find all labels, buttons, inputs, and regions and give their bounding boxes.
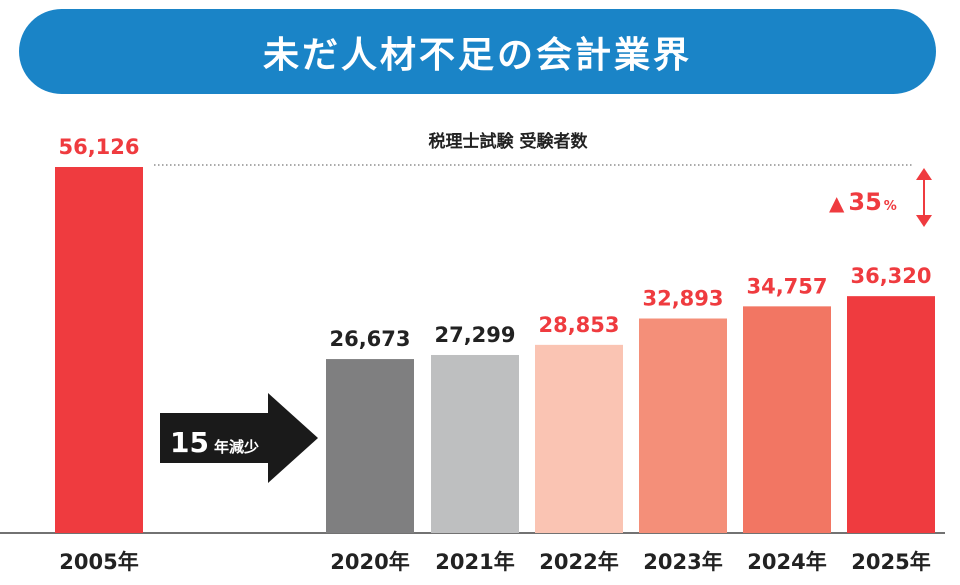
category-label: 2020年 [330,550,409,574]
data-label: 32,893 [642,287,723,311]
arrow-up-icon [916,168,932,180]
decrease-annotation: 15 年減少 [160,393,318,483]
data-label: 28,853 [538,313,619,337]
category-label: 2024年 [747,550,826,574]
svg-text:▲35%: ▲ 35% [829,188,897,216]
decrease-unit: 年減少 [214,438,259,456]
bar [431,354,519,533]
decrease-number: 15 [170,426,209,459]
increase-value: 35 [848,188,881,216]
bar [639,318,727,533]
data-label: 27,299 [434,323,515,347]
category-label: 2023年 [643,550,722,574]
category-label: 2005年 [59,550,138,574]
chart-subtitle: 税理士試験 受験者数 [429,131,589,152]
bar [847,296,935,533]
data-label: 36,320 [850,264,931,288]
increase-annotation: ▲ 35% [829,168,932,227]
increase-triangle-icon: ▲ [829,191,845,215]
data-label: 26,673 [329,327,410,351]
title-banner: 未だ人材不足の会計業界 [19,9,936,94]
bar [535,344,623,533]
arrow-down-icon [916,215,932,227]
page-title: 未だ人材不足の会計業界 [262,34,692,76]
category-label: 2022年 [539,550,618,574]
category-label: 2021年 [435,550,514,574]
bar [326,359,414,533]
bar [743,306,831,533]
right-arrow-icon [160,393,318,483]
data-label: 56,126 [58,135,139,159]
bar [55,167,143,533]
category-label: 2025年 [851,550,930,574]
increase-unit: % [884,199,897,214]
data-label: 34,757 [746,274,827,298]
